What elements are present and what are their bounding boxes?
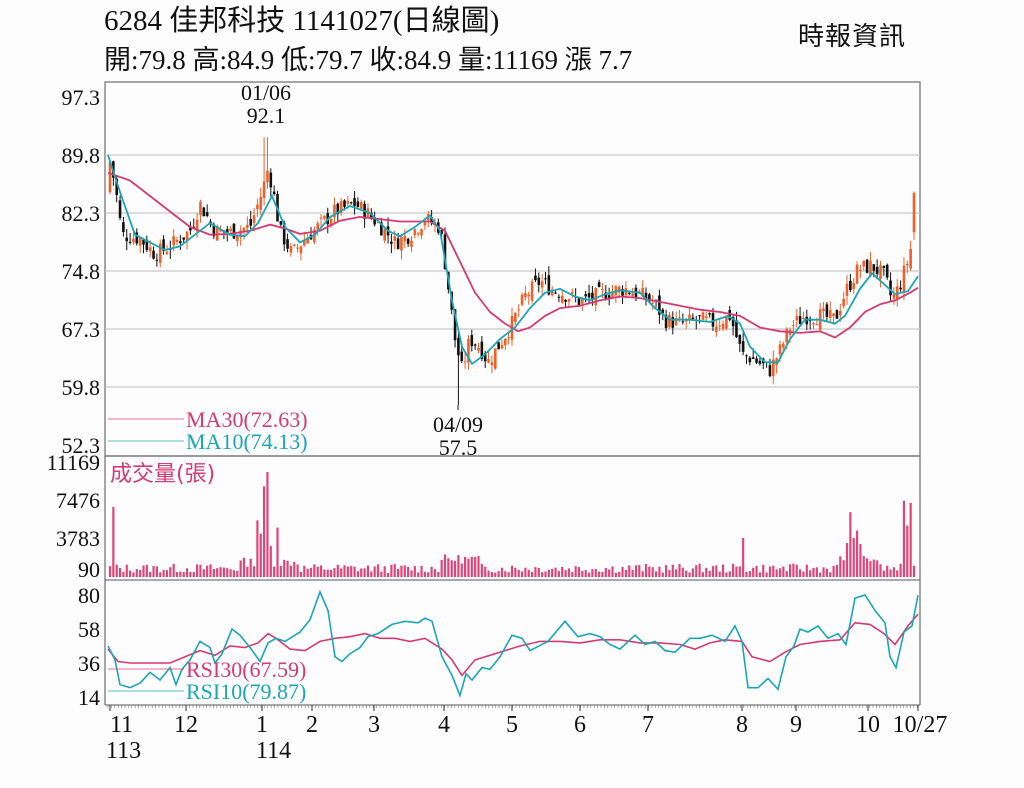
- svg-text:97.3: 97.3: [62, 85, 101, 110]
- svg-text:67.3: 67.3: [62, 317, 101, 342]
- panel-frames: [104, 81, 921, 706]
- svg-text:12: 12: [174, 712, 198, 738]
- svg-text:7: 7: [642, 712, 654, 738]
- svg-text:74.8: 74.8: [62, 259, 101, 284]
- svg-text:04/09: 04/09: [433, 412, 483, 437]
- svg-text:RSI10(79.87): RSI10(79.87): [186, 679, 306, 704]
- svg-text:114: 114: [256, 738, 291, 764]
- svg-text:01/06: 01/06: [241, 80, 291, 105]
- svg-text:RSI30(67.59): RSI30(67.59): [186, 657, 306, 682]
- svg-text:MA30(72.63): MA30(72.63): [186, 407, 308, 432]
- svg-text:7476: 7476: [56, 488, 100, 513]
- svg-text:36: 36: [78, 651, 100, 676]
- volume-title: 成交量(張): [110, 462, 215, 487]
- rsi10-line: [107, 589, 919, 699]
- svg-text:52.3: 52.3: [62, 433, 101, 458]
- svg-text:11169: 11169: [47, 450, 100, 475]
- svg-text:57.5: 57.5: [439, 435, 478, 460]
- svg-text:8: 8: [736, 712, 748, 738]
- svg-text:5: 5: [506, 712, 518, 738]
- svg-text:2: 2: [306, 712, 318, 738]
- svg-text:3783: 3783: [56, 526, 100, 551]
- ma-legend: MA30(72.63)MA10(74.13): [108, 407, 308, 454]
- svg-text:59.8: 59.8: [62, 375, 101, 400]
- svg-text:90: 90: [78, 557, 100, 582]
- svg-text:10: 10: [856, 712, 880, 738]
- svg-text:1: 1: [256, 712, 268, 738]
- chart-title: 6284 佳邦科技 1141027(日線圖): [104, 5, 500, 37]
- svg-text:11: 11: [110, 712, 133, 738]
- svg-text:14: 14: [78, 685, 100, 710]
- ma10-line: [107, 154, 919, 366]
- svg-text:89.8: 89.8: [62, 143, 101, 168]
- svg-text:6: 6: [574, 712, 586, 738]
- svg-text:58: 58: [78, 617, 100, 642]
- svg-text:10/27: 10/27: [893, 712, 948, 738]
- svg-text:3: 3: [368, 712, 380, 738]
- svg-text:80: 80: [78, 583, 100, 608]
- svg-text:4: 4: [438, 712, 450, 738]
- rsi30-line: [107, 613, 919, 677]
- source-label: 時報資訊: [798, 22, 907, 52]
- svg-text:82.3: 82.3: [62, 201, 101, 226]
- price-gridlines: [105, 154, 920, 388]
- rsi-legend: RSI30(67.59)RSI10(79.87): [108, 657, 306, 704]
- ohlc-summary: 開:79.8 高:84.9 低:79.7 收:84.9 量:11169 漲 7.…: [104, 45, 633, 75]
- svg-text:92.1: 92.1: [247, 103, 286, 128]
- svg-text:MA10(74.13): MA10(74.13): [186, 429, 308, 454]
- svg-text:113: 113: [106, 738, 141, 764]
- ma30-line: [107, 171, 919, 339]
- svg-text:9: 9: [790, 712, 802, 738]
- volume-bars: [108, 471, 916, 577]
